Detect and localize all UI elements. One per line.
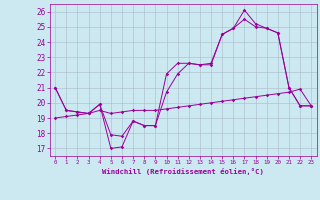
X-axis label: Windchill (Refroidissement éolien,°C): Windchill (Refroidissement éolien,°C)	[102, 168, 264, 175]
